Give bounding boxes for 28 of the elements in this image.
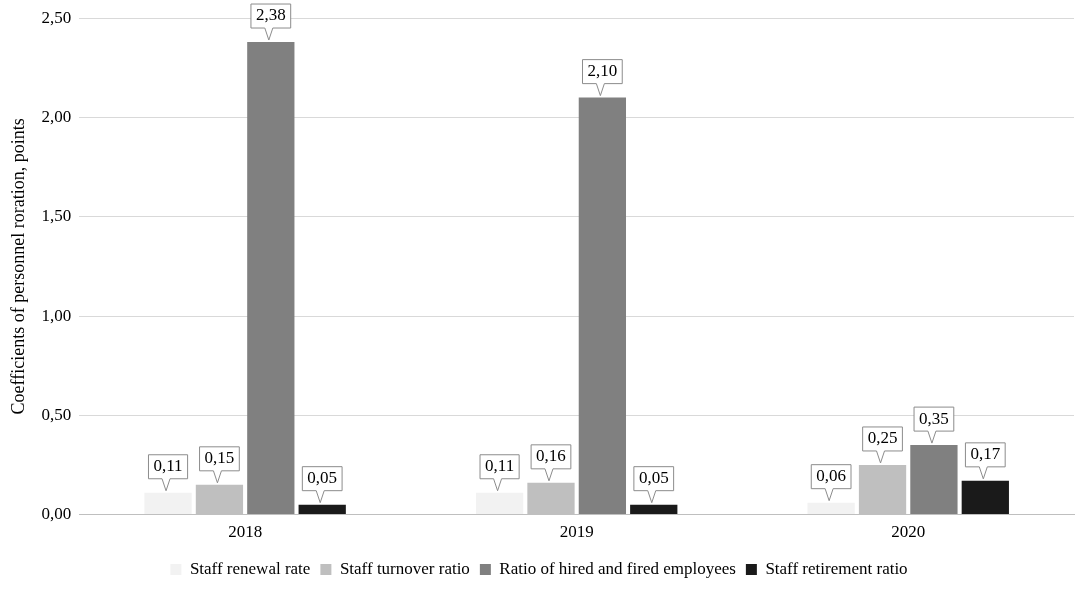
data-label: 0,05 (638, 468, 669, 488)
legend-label: Staff renewal rate (189, 558, 311, 578)
bar (298, 504, 346, 515)
y-tick-label: 0,00 (41, 504, 72, 524)
data-label: 2,38 (255, 5, 286, 25)
data-label: 0,35 (919, 408, 949, 428)
data-label: 0,11 (485, 456, 515, 476)
y-axis-title: Coefficients of personnel roration, points (7, 118, 28, 415)
legend-label: Staff retirement ratio (765, 558, 908, 578)
legend-label: Staff turnover ratio (339, 558, 470, 578)
data-label: 0,11 (153, 456, 183, 476)
data-label: 0,17 (970, 444, 1001, 464)
x-tick-label: 2019 (559, 522, 594, 542)
x-tick-label: 2018 (228, 522, 263, 542)
bar (630, 504, 678, 515)
x-tick-label: 2020 (891, 522, 926, 542)
y-tick-label: 1,50 (41, 206, 72, 226)
data-label: 0,25 (867, 428, 898, 448)
y-tick-label: 1,00 (41, 305, 72, 325)
data-label: 0,16 (536, 446, 566, 466)
y-tick-label: 0,50 (41, 404, 72, 424)
y-tick-label: 2,00 (41, 106, 72, 126)
legend-label: Ratio of hired and fired employees (499, 558, 736, 578)
y-tick-label: 2,50 (41, 7, 72, 27)
data-label: 0,05 (307, 468, 338, 488)
data-label: 2,10 (587, 61, 618, 81)
data-label: 0,06 (816, 466, 847, 486)
data-label: 0,15 (204, 448, 235, 468)
